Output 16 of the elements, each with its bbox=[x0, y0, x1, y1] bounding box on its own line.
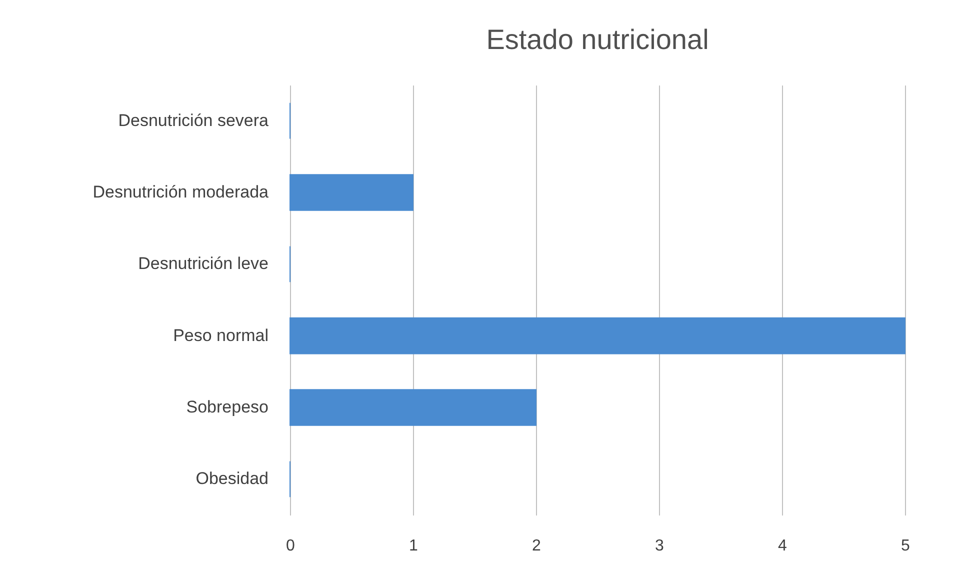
y-tick-label: Obesidad bbox=[196, 469, 268, 488]
bar bbox=[290, 317, 906, 354]
bar bbox=[290, 389, 536, 426]
x-tick-label: 4 bbox=[778, 538, 788, 554]
x-tick-label: 2 bbox=[532, 538, 542, 554]
x-tick-label: 1 bbox=[409, 538, 418, 554]
bar bbox=[290, 174, 414, 211]
y-tick-label: Peso normal bbox=[173, 326, 268, 345]
x-tick-label: 0 bbox=[286, 538, 296, 554]
y-tick-label: Desnutrición leve bbox=[138, 254, 268, 274]
y-tick-label: Desnutrición moderada bbox=[92, 182, 270, 202]
x-tick-label: 5 bbox=[901, 538, 910, 554]
y-tick-label: Desnutrición severa bbox=[118, 110, 270, 130]
chart-title: Estado nutricional bbox=[486, 24, 709, 55]
y-tick-label: Sobrepeso bbox=[186, 398, 268, 416]
x-tick-label: 3 bbox=[655, 538, 664, 554]
